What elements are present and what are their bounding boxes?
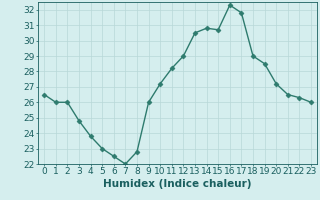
X-axis label: Humidex (Indice chaleur): Humidex (Indice chaleur) (103, 179, 252, 189)
